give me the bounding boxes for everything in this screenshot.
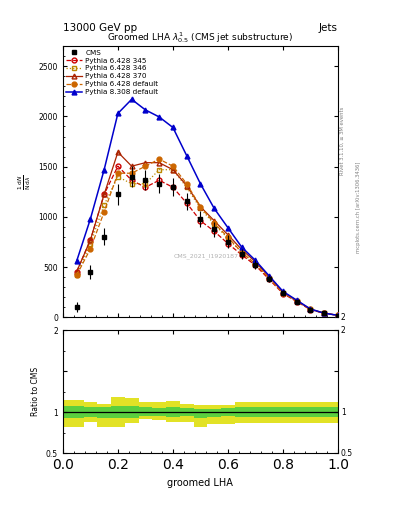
Text: 1: 1 <box>341 408 345 417</box>
Text: Rivet 3.1.10, ≥ 3M events: Rivet 3.1.10, ≥ 3M events <box>340 106 345 175</box>
Text: 0.5: 0.5 <box>341 449 353 458</box>
Text: 2: 2 <box>341 313 345 322</box>
Text: Jets: Jets <box>319 23 338 33</box>
X-axis label: groomed LHA: groomed LHA <box>167 478 233 487</box>
Y-axis label: Ratio to CMS: Ratio to CMS <box>31 367 40 416</box>
Title: Groomed LHA $\lambda^{1}_{0.5}$ (CMS jet substructure): Groomed LHA $\lambda^{1}_{0.5}$ (CMS jet… <box>107 30 294 45</box>
Legend: CMS, Pythia 6.428 345, Pythia 6.428 346, Pythia 6.428 370, Pythia 6.428 default,: CMS, Pythia 6.428 345, Pythia 6.428 346,… <box>65 48 160 96</box>
Text: 2: 2 <box>341 326 345 335</box>
Text: mcplots.cern.ch [arXiv:1306.3436]: mcplots.cern.ch [arXiv:1306.3436] <box>356 162 361 253</box>
Text: 13000 GeV pp: 13000 GeV pp <box>63 23 137 33</box>
Y-axis label: $\frac{1}{\mathrm{N}}\frac{\mathrm{d}N}{\mathrm{d}\lambda}$: $\frac{1}{\mathrm{N}}\frac{\mathrm{d}N}{… <box>17 174 33 189</box>
Text: CMS_2021_I1920187: CMS_2021_I1920187 <box>173 254 239 260</box>
